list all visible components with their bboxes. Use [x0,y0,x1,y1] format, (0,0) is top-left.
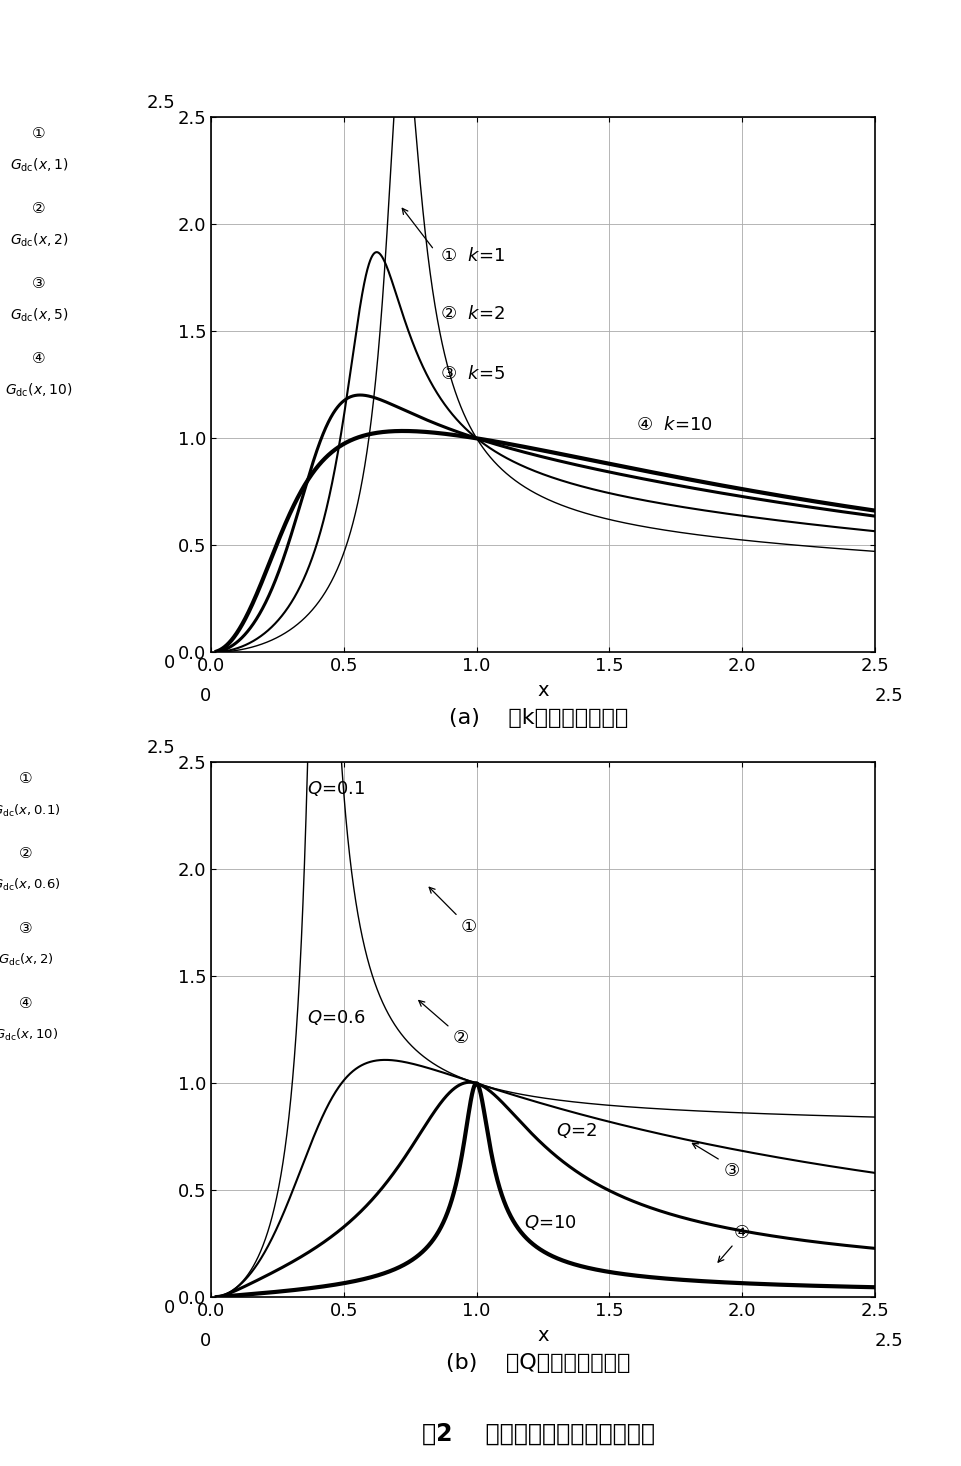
Text: ③: ③ [19,921,33,935]
Text: 2.5: 2.5 [146,739,175,756]
Text: $Q$=0.1: $Q$=0.1 [307,778,365,798]
Text: $G_{\mathrm{dc}}(x,2)$: $G_{\mathrm{dc}}(x,2)$ [10,232,68,249]
X-axis label: x: x [537,680,549,699]
Text: ②  $k$=2: ② $k$=2 [439,305,505,323]
Text: ①: ① [33,126,46,141]
Text: 0: 0 [163,654,175,671]
Text: $Q$=2: $Q$=2 [556,1121,597,1141]
Text: $G_{\mathrm{dc}}(x,2)$: $G_{\mathrm{dc}}(x,2)$ [0,953,54,969]
Text: 0: 0 [200,688,211,705]
Text: 2.5: 2.5 [146,94,175,111]
Text: 0: 0 [200,1333,211,1350]
Text: (b)    不Q値下的直流增益: (b) 不Q値下的直流增益 [446,1353,630,1374]
Text: $G_{\mathrm{dc}}(x,1)$: $G_{\mathrm{dc}}(x,1)$ [10,157,68,174]
Text: ④: ④ [734,1224,750,1242]
Text: $G_{\mathrm{dc}}(x,5)$: $G_{\mathrm{dc}}(x,5)$ [10,306,68,324]
Text: 2.5: 2.5 [875,1333,903,1350]
Text: $G_{\mathrm{dc}}(x,0.6)$: $G_{\mathrm{dc}}(x,0.6)$ [0,877,60,893]
Text: ①  $k$=1: ① $k$=1 [439,248,505,265]
Text: 图2    不同参数对直流增益的影响: 图2 不同参数对直流增益的影响 [422,1422,654,1445]
Text: $G_{\mathrm{dc}}(x,0.1)$: $G_{\mathrm{dc}}(x,0.1)$ [0,802,60,818]
Text: 2.5: 2.5 [875,688,903,705]
Text: ③: ③ [33,276,46,290]
Text: ④  $k$=10: ④ $k$=10 [636,416,712,434]
Text: $Q$=0.6: $Q$=0.6 [307,1007,365,1026]
Text: (a)    不k値下的直流增益: (a) 不k値下的直流增益 [449,708,628,729]
Text: ②: ② [19,846,33,861]
X-axis label: x: x [537,1325,549,1344]
Text: $G_{\mathrm{dc}}(x,10)$: $G_{\mathrm{dc}}(x,10)$ [0,1028,58,1044]
Text: ④: ④ [33,350,46,365]
Text: ①: ① [460,918,477,937]
Text: ②: ② [453,1029,469,1047]
Text: ②: ② [33,201,46,216]
Text: $Q$=10: $Q$=10 [525,1212,578,1231]
Text: $G_{\mathrm{dc}}(x,10)$: $G_{\mathrm{dc}}(x,10)$ [6,381,73,399]
Text: ④: ④ [19,995,33,1010]
Text: ①: ① [19,771,33,786]
Text: ③  $k$=5: ③ $k$=5 [439,365,505,383]
Text: 0: 0 [163,1299,175,1316]
Text: ③: ③ [724,1163,739,1180]
